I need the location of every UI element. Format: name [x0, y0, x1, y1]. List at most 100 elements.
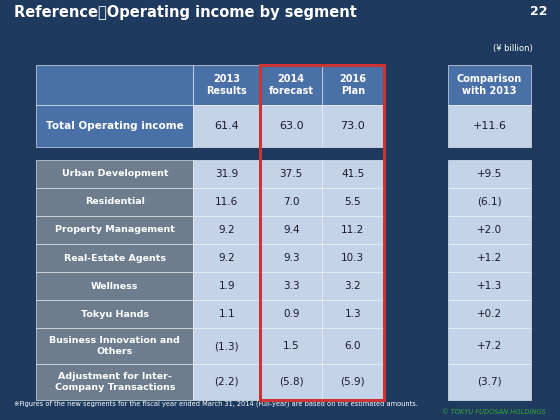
Bar	[36, 300, 193, 328]
Bar	[36, 160, 193, 188]
Bar	[36, 105, 193, 147]
Bar	[193, 364, 260, 400]
Text: Residential: Residential	[85, 197, 144, 206]
Text: +1.2: +1.2	[477, 253, 502, 263]
Bar	[193, 300, 260, 328]
Bar	[322, 65, 384, 105]
Text: Total Operating income: Total Operating income	[46, 121, 184, 131]
Text: 3.2: 3.2	[344, 281, 361, 291]
Text: Property Management: Property Management	[55, 226, 175, 234]
Bar	[448, 105, 531, 147]
Text: Tokyu Hands: Tokyu Hands	[81, 310, 149, 319]
Text: Wellness: Wellness	[91, 282, 138, 291]
Text: 6.0: 6.0	[344, 341, 361, 351]
Text: (¥ billion): (¥ billion)	[493, 44, 533, 53]
Bar	[448, 300, 531, 328]
Bar	[260, 65, 384, 400]
Bar	[448, 216, 531, 244]
Bar	[193, 244, 260, 272]
Bar	[448, 65, 531, 105]
Bar	[193, 65, 260, 105]
Bar	[448, 160, 531, 188]
Text: 2013
Results: 2013 Results	[207, 74, 247, 96]
Bar	[0, 0, 560, 27]
Bar	[260, 244, 322, 272]
Text: +2.0: +2.0	[477, 225, 502, 235]
Text: 73.0: 73.0	[340, 121, 365, 131]
Bar	[36, 216, 193, 244]
Text: 1.1: 1.1	[218, 310, 235, 319]
Bar	[36, 364, 193, 400]
Bar	[193, 216, 260, 244]
Bar	[322, 272, 384, 300]
Bar	[193, 105, 260, 147]
Text: 2014
forecast: 2014 forecast	[269, 74, 314, 96]
Text: +7.2: +7.2	[477, 341, 502, 351]
Text: +1.3: +1.3	[477, 281, 502, 291]
Bar	[448, 244, 531, 272]
Text: 3.3: 3.3	[283, 281, 300, 291]
Text: 22: 22	[530, 5, 548, 18]
Bar	[193, 188, 260, 216]
Text: 7.0: 7.0	[283, 197, 300, 207]
Text: (1.3): (1.3)	[214, 341, 239, 351]
Bar	[193, 160, 260, 188]
Bar	[36, 188, 193, 216]
Text: 9.2: 9.2	[218, 253, 235, 263]
Bar	[322, 328, 384, 364]
Bar	[448, 188, 531, 216]
Text: 1.9: 1.9	[218, 281, 235, 291]
Text: 41.5: 41.5	[341, 169, 365, 178]
Text: 9.4: 9.4	[283, 225, 300, 235]
Bar	[36, 244, 193, 272]
Bar	[193, 272, 260, 300]
Text: Adjustment for Inter-
Company Transactions: Adjustment for Inter- Company Transactio…	[54, 372, 175, 392]
Text: (5.9): (5.9)	[340, 377, 365, 387]
Bar	[322, 216, 384, 244]
Text: © TOKYU FUDOSAN HOLDINGS: © TOKYU FUDOSAN HOLDINGS	[442, 409, 546, 415]
Text: 63.0: 63.0	[279, 121, 304, 131]
Text: 11.6: 11.6	[215, 197, 239, 207]
Text: +11.6: +11.6	[473, 121, 506, 131]
Text: 11.2: 11.2	[341, 225, 365, 235]
Bar	[260, 188, 322, 216]
Text: 0.9: 0.9	[283, 310, 300, 319]
Text: (2.2): (2.2)	[214, 377, 239, 387]
Text: Business Innovation and
Others: Business Innovation and Others	[49, 336, 180, 356]
Text: (5.8): (5.8)	[279, 377, 304, 387]
Text: Real-Estate Agents: Real-Estate Agents	[64, 254, 166, 262]
Text: Comparison
with 2013: Comparison with 2013	[457, 74, 522, 96]
Bar	[322, 244, 384, 272]
Text: 1.3: 1.3	[344, 310, 361, 319]
Text: Reference：Operating income by segment: Reference：Operating income by segment	[14, 5, 357, 20]
Bar	[260, 65, 322, 105]
Bar	[322, 300, 384, 328]
Text: 2016
Plan: 2016 Plan	[339, 74, 366, 96]
Bar	[322, 160, 384, 188]
Bar	[260, 364, 322, 400]
Bar	[260, 300, 322, 328]
Text: 31.9: 31.9	[215, 169, 239, 178]
Text: 9.2: 9.2	[218, 225, 235, 235]
Bar	[448, 272, 531, 300]
Bar	[322, 105, 384, 147]
Bar	[36, 272, 193, 300]
Text: 61.4: 61.4	[214, 121, 239, 131]
Text: (6.1): (6.1)	[477, 197, 502, 207]
Bar	[260, 272, 322, 300]
Bar	[260, 216, 322, 244]
Text: ※Figures of the new segments for the fiscal year ended March 31, 2014 (Full-year: ※Figures of the new segments for the fis…	[14, 400, 418, 407]
Text: +0.2: +0.2	[477, 310, 502, 319]
Text: 9.3: 9.3	[283, 253, 300, 263]
Text: 10.3: 10.3	[341, 253, 365, 263]
Bar	[36, 65, 193, 105]
Text: 37.5: 37.5	[279, 169, 303, 178]
Bar	[260, 105, 322, 147]
Text: (3.7): (3.7)	[477, 377, 502, 387]
Bar	[322, 188, 384, 216]
Bar	[448, 328, 531, 364]
Text: +9.5: +9.5	[477, 169, 502, 178]
Bar	[193, 328, 260, 364]
Bar	[260, 160, 322, 188]
Bar	[260, 328, 322, 364]
